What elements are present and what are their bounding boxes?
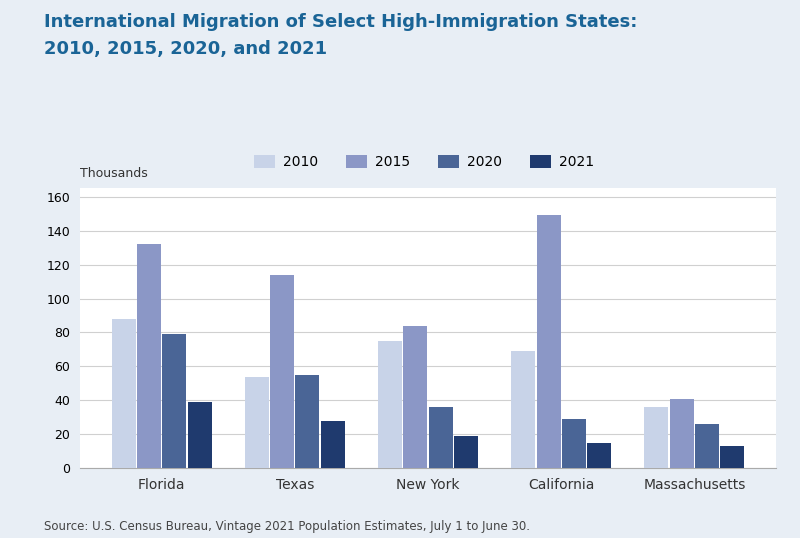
Text: International Migration of Select High-Immigration States:: International Migration of Select High-I… [44, 13, 638, 31]
Bar [162, 334, 186, 468]
Bar [454, 436, 478, 468]
Bar [537, 215, 561, 468]
Bar [245, 377, 269, 468]
Bar [645, 407, 669, 468]
Bar [187, 402, 211, 468]
Text: Thousands: Thousands [80, 167, 148, 180]
Bar [403, 325, 427, 468]
Text: Source: U.S. Census Bureau, Vintage 2021 Population Estimates, July 1 to June 30: Source: U.S. Census Bureau, Vintage 2021… [44, 520, 530, 533]
Bar [112, 319, 136, 468]
Bar [720, 446, 744, 468]
Bar [137, 244, 161, 468]
Bar [670, 399, 694, 468]
Legend: 2010, 2015, 2020, 2021: 2010, 2015, 2020, 2021 [248, 150, 600, 175]
Bar [695, 424, 719, 468]
Bar [270, 275, 294, 468]
Bar [511, 351, 535, 468]
Bar [321, 421, 345, 468]
Text: 2010, 2015, 2020, and 2021: 2010, 2015, 2020, and 2021 [44, 40, 327, 58]
Bar [587, 443, 611, 468]
Bar [562, 419, 586, 468]
Bar [378, 341, 402, 468]
Bar [295, 375, 319, 468]
Bar [429, 407, 453, 468]
